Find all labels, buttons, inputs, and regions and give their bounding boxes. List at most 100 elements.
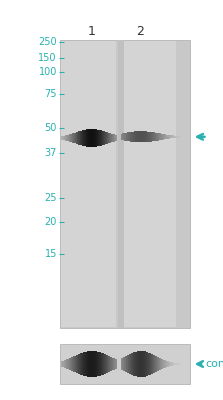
Bar — [170, 362, 171, 366]
Bar — [184, 136, 185, 137]
Bar — [146, 132, 147, 142]
Bar — [114, 135, 115, 141]
Bar — [154, 355, 155, 373]
Bar — [92, 129, 93, 147]
Bar — [73, 356, 74, 372]
Bar — [133, 132, 134, 142]
Bar — [160, 358, 161, 370]
Bar — [114, 134, 115, 142]
Bar — [123, 133, 124, 140]
Text: 20: 20 — [45, 217, 57, 227]
Bar — [177, 136, 178, 138]
Bar — [164, 360, 165, 368]
Bar — [173, 136, 174, 138]
Bar — [148, 132, 149, 142]
Bar — [89, 129, 90, 147]
Bar — [79, 131, 80, 145]
Bar — [127, 355, 128, 373]
Bar — [87, 351, 88, 377]
Bar — [83, 352, 84, 376]
Bar — [183, 136, 184, 137]
Bar — [104, 354, 105, 374]
Bar — [130, 132, 131, 142]
Bar — [64, 360, 65, 368]
Bar — [181, 136, 182, 137]
Bar — [163, 360, 164, 368]
Bar — [93, 351, 94, 377]
Bar — [62, 136, 63, 140]
Text: 250: 250 — [38, 37, 57, 47]
Bar — [112, 134, 113, 142]
Bar — [72, 134, 73, 142]
Bar — [136, 352, 137, 376]
Bar — [150, 132, 151, 142]
Bar — [131, 132, 132, 142]
Bar — [71, 134, 72, 142]
Bar — [116, 359, 117, 369]
Bar — [95, 129, 96, 147]
Bar — [154, 132, 155, 141]
Bar — [175, 363, 176, 365]
Bar — [167, 135, 168, 139]
Bar — [149, 132, 150, 142]
Bar — [88, 129, 89, 147]
Bar — [130, 354, 131, 374]
Bar — [158, 358, 159, 370]
Bar — [86, 130, 87, 146]
Bar — [76, 132, 77, 144]
Bar — [141, 351, 142, 377]
Bar — [179, 136, 180, 138]
Bar — [67, 359, 68, 369]
Bar — [102, 131, 103, 145]
Bar — [85, 352, 86, 376]
Bar — [171, 362, 172, 366]
Bar — [131, 353, 132, 375]
Bar — [134, 132, 135, 142]
Bar — [63, 360, 64, 368]
Bar — [134, 132, 135, 142]
Bar — [109, 133, 110, 143]
Bar — [83, 352, 84, 376]
Bar — [101, 353, 102, 375]
Bar — [147, 132, 148, 142]
Bar — [143, 131, 144, 142]
Bar — [105, 354, 106, 374]
Bar — [61, 136, 62, 140]
Text: 37: 37 — [45, 148, 57, 158]
Bar — [68, 358, 69, 370]
Bar — [156, 133, 157, 141]
Bar — [176, 363, 177, 365]
Bar — [144, 351, 145, 377]
Bar — [152, 132, 153, 142]
Bar — [158, 357, 159, 371]
Bar — [72, 357, 73, 371]
Bar — [167, 361, 168, 367]
Bar — [110, 357, 111, 371]
Bar — [126, 356, 127, 372]
Text: control: control — [205, 359, 223, 369]
Bar — [89, 351, 90, 377]
Bar — [147, 352, 148, 376]
Bar — [124, 133, 125, 141]
Bar — [70, 134, 71, 142]
Bar — [147, 132, 148, 142]
Bar — [103, 354, 104, 374]
Bar — [137, 131, 138, 142]
Bar — [99, 130, 100, 146]
Bar — [122, 133, 123, 140]
Bar — [138, 351, 139, 377]
Bar — [67, 359, 68, 369]
Bar — [97, 130, 98, 146]
Bar — [136, 352, 137, 376]
Bar — [142, 351, 143, 377]
Bar — [69, 134, 70, 142]
Bar — [79, 354, 80, 374]
Bar — [110, 356, 111, 372]
Bar — [130, 354, 131, 374]
Bar — [110, 134, 111, 142]
Bar — [130, 132, 131, 142]
Bar — [172, 136, 173, 138]
Bar — [160, 134, 161, 140]
Bar — [104, 131, 105, 145]
Bar — [84, 130, 85, 146]
